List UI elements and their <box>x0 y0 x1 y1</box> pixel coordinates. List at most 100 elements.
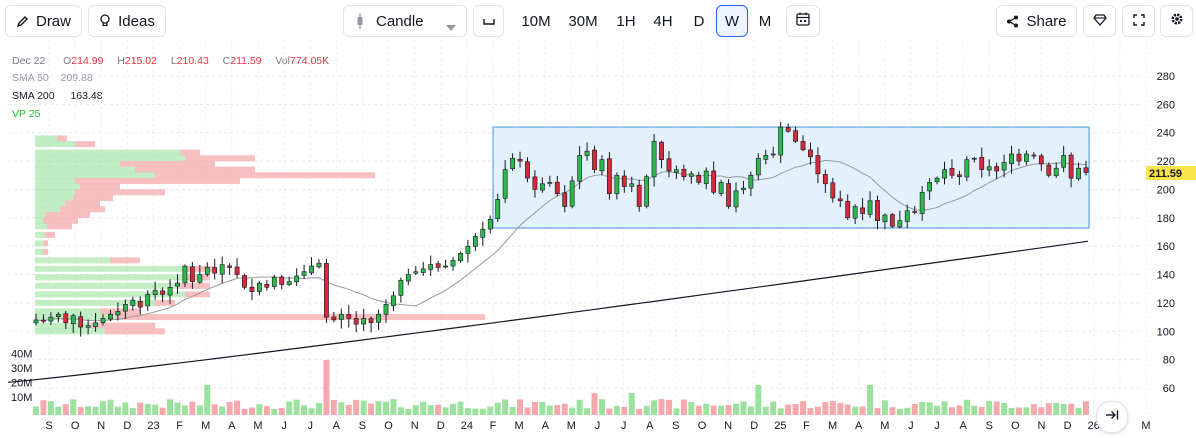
volume-bar <box>1023 407 1030 415</box>
time-tick-label: S <box>359 420 366 432</box>
time-tick-label: S <box>672 420 679 432</box>
volume-bar <box>345 404 352 415</box>
volume-bar <box>189 401 196 415</box>
calendar-button[interactable] <box>786 5 820 37</box>
volume-profile-down <box>100 308 140 315</box>
volume-bar <box>375 401 382 415</box>
candle-body <box>286 281 292 285</box>
candle-body <box>510 157 515 170</box>
time-tick-label: N <box>97 420 105 432</box>
snapshot-button[interactable] <box>1083 5 1116 37</box>
timeframe-d[interactable]: D <box>684 5 714 37</box>
last-price-label: 211.59 <box>1146 166 1196 180</box>
time-tick-label: M <box>880 420 889 432</box>
bar-spacing-button[interactable] <box>473 5 504 37</box>
volume-profile-up <box>35 183 80 190</box>
volume-bar <box>487 406 494 415</box>
volume-bar <box>397 407 404 415</box>
candle-body <box>636 184 642 207</box>
time-tick-label: J <box>281 420 287 432</box>
candle-body <box>554 181 560 195</box>
volume-bar <box>636 408 643 415</box>
candle-body <box>108 313 113 320</box>
scroll-to-realtime-button[interactable] <box>1096 401 1128 433</box>
candle-body <box>688 173 694 177</box>
volume-tick-label: 10M <box>11 392 32 404</box>
candle-body <box>703 170 709 184</box>
fullscreen-button[interactable] <box>1122 5 1155 37</box>
timeframe-4h[interactable]: 4H <box>646 5 680 37</box>
time-tick-label: 25 <box>774 420 786 432</box>
candle-body <box>324 263 329 318</box>
volume-bar <box>919 402 926 415</box>
volume-profile-down <box>57 135 67 142</box>
candle-body <box>674 169 679 173</box>
volume-profile-down <box>43 248 48 255</box>
candle-body <box>614 174 620 195</box>
candle-body <box>182 265 188 284</box>
settings-button[interactable] <box>1160 5 1193 37</box>
candle-body <box>450 260 456 267</box>
arrow-right-bar-icon <box>1105 408 1119 426</box>
volume-tick-label: 30M <box>11 363 32 375</box>
volume-profile-up <box>35 257 110 264</box>
candle-body <box>919 191 925 214</box>
time-tick-label: J <box>307 420 313 432</box>
timeframe-w[interactable]: W <box>716 5 748 37</box>
candle-body <box>212 267 218 274</box>
volume-bar <box>241 408 248 415</box>
volume-bar <box>554 405 561 415</box>
candle-body <box>443 265 448 268</box>
volume-bar <box>613 405 620 415</box>
candle-body <box>279 276 285 285</box>
chart-type-select[interactable]: Candle <box>343 5 467 37</box>
volume-bar <box>1001 403 1008 415</box>
volume-bar <box>770 401 777 415</box>
timeframe-30m[interactable]: 30M <box>561 5 605 37</box>
volume-bar <box>271 408 278 415</box>
volume-bar <box>591 393 598 415</box>
volume-bar <box>256 404 263 415</box>
candle-body <box>696 174 702 183</box>
time-tick-label: M <box>567 420 576 432</box>
close-prefix: C <box>222 55 231 67</box>
volume-bar <box>435 404 442 415</box>
volume-profile-down <box>115 314 485 321</box>
candle-body <box>63 313 69 324</box>
volume-bar <box>137 402 144 415</box>
share-button[interactable]: Share <box>996 5 1077 37</box>
candle-body <box>294 275 300 283</box>
time-tick-label: A <box>959 420 967 432</box>
timeframe-10m[interactable]: 10M <box>514 5 558 37</box>
timeframe-1h[interactable]: 1H <box>609 5 643 37</box>
time-tick-label: D <box>1064 420 1072 432</box>
candle-body <box>539 183 545 191</box>
candle-body <box>748 174 754 189</box>
volume-bar <box>807 408 814 415</box>
volume-profile-up <box>35 160 120 167</box>
volume-bar <box>390 399 397 415</box>
volume-profile-up <box>35 231 45 238</box>
ideas-button[interactable]: Ideas <box>88 5 166 37</box>
timeframe-m[interactable]: M <box>750 5 780 37</box>
volume-bar <box>1060 403 1067 415</box>
candle-body <box>986 166 992 171</box>
volume-bar <box>755 385 762 415</box>
candle-body <box>242 275 247 288</box>
volume-profile-down <box>73 194 113 201</box>
timeframe-label: 10M <box>521 12 551 30</box>
volume-profile-down <box>90 322 155 329</box>
candle-body <box>130 299 136 306</box>
volume-bar <box>621 406 628 415</box>
volume-bar <box>896 408 903 415</box>
volume-bar <box>1038 407 1045 415</box>
volume-bar <box>606 408 613 415</box>
time-tick-label: S <box>986 420 993 432</box>
volume-profile-up <box>35 322 90 329</box>
time-tick-label: F <box>803 420 810 432</box>
vol-prefix: Vol <box>275 55 291 67</box>
candle-body <box>584 150 590 156</box>
candle-body <box>204 267 210 275</box>
candle-body <box>592 149 597 170</box>
draw-button[interactable]: Draw <box>5 5 82 37</box>
